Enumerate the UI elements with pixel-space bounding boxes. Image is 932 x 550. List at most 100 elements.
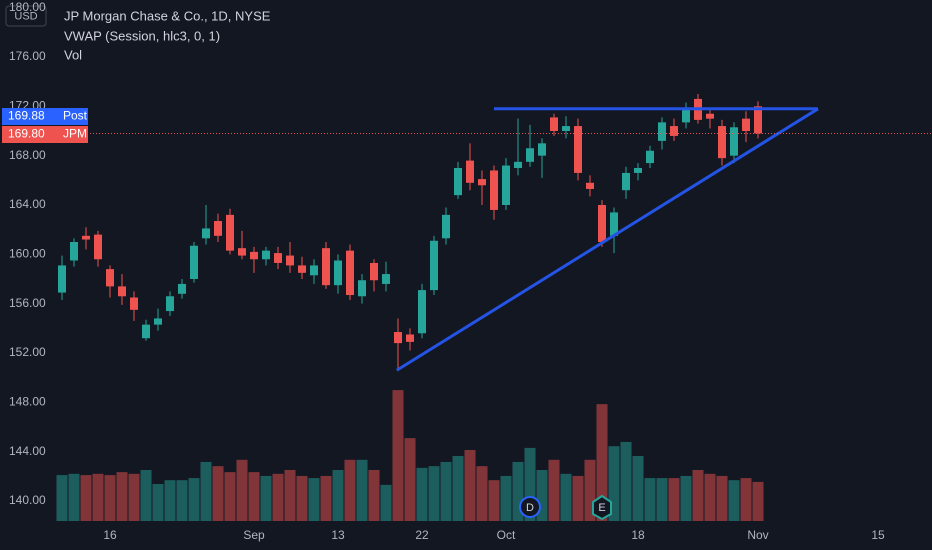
- volume-bar: [200, 461, 212, 521]
- volume-bar: [596, 404, 608, 521]
- volume-bar: [560, 473, 572, 521]
- chart-title: JP Morgan Chase & Co., 1D, NYSE: [64, 8, 271, 23]
- volume-bar: [656, 478, 668, 521]
- trendline: [396, 107, 819, 372]
- volume-bar: [356, 459, 368, 521]
- volume-bar: [212, 466, 224, 521]
- volume-bar: [644, 478, 656, 521]
- volume-bar: [56, 475, 68, 521]
- candle-body: [346, 250, 354, 296]
- indicator: VWAP (Session, hlc3, 0, 1): [64, 28, 220, 43]
- volume-bar: [740, 478, 752, 521]
- candle-body: [394, 332, 402, 344]
- volume-bar: [104, 475, 116, 521]
- candle-body: [658, 122, 666, 141]
- candle-body: [718, 126, 726, 159]
- volume-bar: [500, 475, 512, 521]
- volume-bar: [68, 473, 80, 521]
- candle-body: [742, 118, 750, 131]
- volume-bar: [584, 459, 596, 521]
- candle-body: [634, 168, 642, 173]
- volume-bar: [224, 472, 236, 521]
- volume-bar: [404, 438, 416, 521]
- volume-bar: [632, 455, 644, 521]
- candle-body: [118, 286, 126, 297]
- candle-body: [574, 126, 582, 173]
- volume-bar: [524, 447, 536, 521]
- candle-body: [166, 296, 174, 312]
- volume-bar: [428, 466, 440, 521]
- candle-body: [430, 240, 438, 291]
- candle-body: [538, 143, 546, 156]
- price-label-value: 169.80: [8, 127, 45, 141]
- x-tick-label: 18: [631, 528, 645, 542]
- y-tick-label: 160.00: [9, 247, 46, 261]
- candle-body: [454, 168, 462, 196]
- volume-bar: [512, 461, 524, 521]
- volume-bar: [452, 455, 464, 521]
- volume-bar: [284, 470, 296, 521]
- volume-bar: [92, 473, 104, 521]
- volume-bar: [728, 480, 740, 521]
- price-label-box: [2, 126, 88, 143]
- volume-bar: [668, 478, 680, 521]
- price-label-name: JPM: [63, 127, 87, 141]
- candle-body: [478, 179, 486, 186]
- y-tick-label: 176.00: [9, 49, 46, 63]
- candle-body: [310, 265, 318, 276]
- x-tick-label: Sep: [243, 528, 265, 542]
- candle-body: [286, 255, 294, 266]
- candle-body: [262, 250, 270, 260]
- volume-bar: [608, 446, 620, 521]
- candle-body: [370, 262, 378, 281]
- volume-bar: [320, 475, 332, 521]
- volume-bar: [152, 484, 164, 521]
- candle-body: [70, 242, 78, 261]
- volume-bar: [248, 472, 260, 521]
- volume-bar: [488, 480, 500, 521]
- volume-bar: [272, 473, 284, 521]
- volume-bar: [380, 484, 392, 521]
- volume-bar: [692, 470, 704, 521]
- y-tick-label: 164.00: [9, 197, 46, 211]
- candle-body: [130, 297, 138, 310]
- volume-bar: [392, 390, 404, 521]
- currency-box[interactable]: [5, 5, 47, 27]
- price-label-box: [2, 108, 88, 125]
- candle-body: [142, 324, 150, 339]
- candle-body: [490, 170, 498, 210]
- volume-bar: [680, 475, 692, 521]
- candle-body: [598, 205, 606, 242]
- y-tick-label: 156.00: [9, 296, 46, 310]
- volume-bar: [440, 461, 452, 521]
- candle-body: [418, 290, 426, 334]
- candle-body: [550, 117, 558, 131]
- volume-bar: [716, 475, 728, 521]
- x-tick-label: Nov: [747, 528, 768, 542]
- candle-body: [610, 212, 618, 236]
- volume-bar: [188, 478, 200, 521]
- candle-body: [586, 182, 594, 189]
- candle-body: [358, 280, 366, 297]
- candle-body: [466, 160, 474, 183]
- volume-bar: [308, 478, 320, 521]
- candle-body: [622, 172, 630, 191]
- event-marker: [592, 494, 612, 521]
- y-tick-label: 168.00: [9, 148, 46, 162]
- candle-body: [178, 283, 186, 294]
- candle-body: [190, 245, 198, 279]
- price-label-value: 169.88: [8, 109, 45, 123]
- volume-bar: [416, 467, 428, 521]
- candle-body: [94, 234, 102, 260]
- volume-bar: [704, 473, 716, 521]
- volume-bar: [344, 459, 356, 521]
- candle-body: [238, 248, 246, 256]
- event-label: D: [526, 502, 534, 514]
- candle-body: [202, 228, 210, 239]
- candle-body: [514, 161, 522, 168]
- candle-body: [406, 334, 414, 342]
- candle-body: [670, 126, 678, 136]
- volume-bar: [476, 466, 488, 521]
- y-tick-label: 148.00: [9, 395, 46, 409]
